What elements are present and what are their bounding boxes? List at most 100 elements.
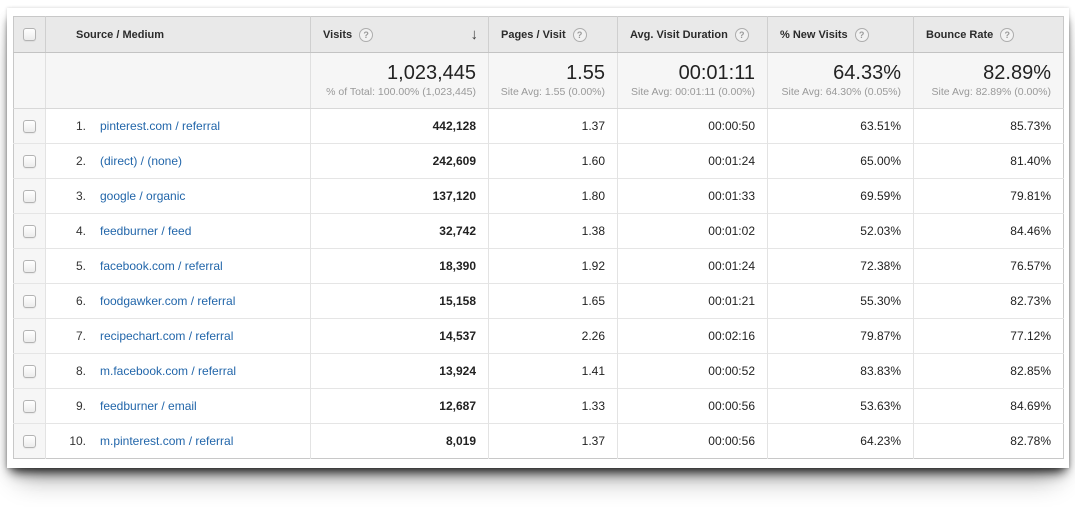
row-rank: 10.: [69, 434, 86, 448]
pages-per-visit-value: 1.33: [488, 388, 618, 424]
column-label: Avg. Visit Duration: [630, 28, 728, 41]
summary-pct-new-visits-subtext: Site Avg: 64.30% (0.05%): [781, 85, 901, 98]
column-header-pct-new-visits[interactable]: % New Visits ?: [767, 16, 914, 53]
header-row: Source / Medium Visits ? ↓ Pages / Visit…: [13, 16, 1064, 53]
bounce-rate-value: 84.46%: [913, 213, 1064, 249]
pages-per-visit-value: 1.80: [488, 178, 618, 214]
pct-new-visits-value: 63.51%: [767, 108, 914, 144]
source-medium-cell: 1. pinterest.com / referral: [45, 108, 311, 144]
source-medium-link[interactable]: m.pinterest.com / referral: [100, 434, 234, 448]
bounce-rate-value: 81.40%: [913, 143, 1064, 179]
source-medium-cell: 2. (direct) / (none): [45, 143, 311, 179]
avg-visit-duration-value: 00:01:24: [617, 143, 768, 179]
column-header-bounce-rate[interactable]: Bounce Rate ?: [913, 16, 1064, 53]
source-medium-link[interactable]: m.facebook.com / referral: [100, 364, 237, 378]
column-label: Bounce Rate: [926, 28, 994, 41]
table-row: 9. feedburner / email 12,687 1.33 00:00:5…: [13, 388, 1064, 424]
visits-value: 14,537: [310, 318, 489, 354]
summary-bounce-rate: 82.89% Site Avg: 82.89% (0.00%): [913, 52, 1064, 109]
bounce-rate-value: 82.85%: [913, 353, 1064, 389]
summary-row: 1,023,445 % of Total: 100.00% (1,023,445…: [13, 52, 1064, 109]
source-medium-cell: 5. facebook.com / referral: [45, 248, 311, 284]
column-header-source-medium[interactable]: Source / Medium: [45, 16, 311, 53]
select-all-checkbox[interactable]: [23, 28, 36, 41]
visits-value: 18,390: [310, 248, 489, 284]
source-medium-link[interactable]: foodgawker.com / referral: [100, 294, 236, 308]
source-medium-cell: 9. feedburner / email: [45, 388, 311, 424]
bounce-rate-value: 84.69%: [913, 388, 1064, 424]
summary-visits-subtext: % of Total: 100.00% (1,023,445): [326, 85, 476, 98]
summary-source-cell: [45, 52, 311, 109]
avg-visit-duration-value: 00:01:02: [617, 213, 768, 249]
column-label: Source / Medium: [76, 28, 165, 41]
sort-desc-icon[interactable]: ↓: [470, 26, 479, 43]
bounce-rate-value: 85.73%: [913, 108, 1064, 144]
avg-visit-duration-value: 00:02:16: [617, 318, 768, 354]
pages-per-visit-value: 1.92: [488, 248, 618, 284]
source-medium-link[interactable]: (direct) / (none): [100, 154, 183, 168]
summary-pages-per-visit-value: 1.55: [566, 61, 605, 84]
pct-new-visits-value: 72.38%: [767, 248, 914, 284]
row-checkbox[interactable]: [23, 190, 36, 204]
summary-avg-visit-duration: 00:01:11 Site Avg: 00:01:11 (0.00%): [617, 52, 768, 109]
table-row: 3. google / organic 137,120 1.80 00:01:33…: [13, 178, 1064, 214]
row-checkbox-cell: [13, 423, 46, 459]
source-medium-link[interactable]: google / organic: [100, 189, 186, 203]
table-row: 10. m.pinterest.com / referral 8,019 1.37…: [13, 423, 1064, 459]
table-row: 2. (direct) / (none) 242,609 1.60 00:01:2…: [13, 143, 1064, 179]
column-label: % New Visits: [780, 28, 848, 41]
row-checkbox[interactable]: [23, 260, 36, 274]
row-checkbox-cell: [13, 248, 46, 284]
row-checkbox-cell: [13, 178, 46, 214]
row-checkbox[interactable]: [23, 365, 36, 379]
pct-new-visits-value: 52.03%: [767, 213, 914, 249]
pct-new-visits-value: 83.83%: [767, 353, 914, 389]
source-medium-link[interactable]: facebook.com / referral: [100, 259, 223, 273]
visits-value: 12,687: [310, 388, 489, 424]
row-checkbox[interactable]: [23, 330, 36, 344]
avg-visit-duration-value: 00:01:33: [617, 178, 768, 214]
row-rank: 2.: [75, 154, 86, 168]
pages-per-visit-value: 1.41: [488, 353, 618, 389]
column-header-avg-visit-duration[interactable]: Avg. Visit Duration ?: [617, 16, 768, 53]
pages-per-visit-value: 1.60: [488, 143, 618, 179]
row-rank: 6.: [75, 294, 86, 308]
help-icon[interactable]: ?: [572, 27, 587, 42]
row-checkbox[interactable]: [23, 400, 36, 414]
help-icon[interactable]: ?: [1000, 27, 1015, 42]
avg-visit-duration-value: 00:00:52: [617, 353, 768, 389]
row-checkbox[interactable]: [23, 155, 36, 169]
source-medium-cell: 3. google / organic: [45, 178, 311, 214]
row-checkbox[interactable]: [23, 435, 36, 449]
summary-pages-per-visit-subtext: Site Avg: 1.55 (0.00%): [500, 85, 605, 98]
help-icon[interactable]: ?: [854, 27, 869, 42]
column-header-pages-per-visit[interactable]: Pages / Visit ?: [488, 16, 618, 53]
select-all-cell: [13, 16, 46, 53]
pct-new-visits-value: 55.30%: [767, 283, 914, 319]
row-checkbox-cell: [13, 143, 46, 179]
source-medium-cell: 10. m.pinterest.com / referral: [45, 423, 311, 459]
avg-visit-duration-value: 00:00:50: [617, 108, 768, 144]
source-medium-link[interactable]: recipechart.com / referral: [100, 329, 234, 343]
summary-avg-visit-duration-value: 00:01:11: [678, 61, 755, 84]
row-rank: 9.: [75, 399, 86, 413]
bounce-rate-value: 82.78%: [913, 423, 1064, 459]
source-medium-link[interactable]: feedburner / feed: [100, 224, 192, 238]
row-checkbox[interactable]: [23, 295, 36, 309]
source-medium-link[interactable]: pinterest.com / referral: [100, 119, 221, 133]
column-header-visits[interactable]: Visits ? ↓: [310, 16, 489, 53]
bounce-rate-value: 77.12%: [913, 318, 1064, 354]
pct-new-visits-value: 64.23%: [767, 423, 914, 459]
help-icon[interactable]: ?: [734, 27, 749, 42]
help-icon[interactable]: ?: [359, 27, 374, 42]
summary-pct-new-visits-value: 64.33%: [833, 61, 901, 84]
source-medium-link[interactable]: feedburner / email: [100, 399, 197, 413]
summary-visits: 1,023,445 % of Total: 100.00% (1,023,445…: [310, 52, 489, 109]
row-rank: 1.: [75, 119, 86, 133]
row-checkbox[interactable]: [23, 120, 36, 134]
row-checkbox-cell: [13, 213, 46, 249]
avg-visit-duration-value: 00:01:24: [617, 248, 768, 284]
pages-per-visit-value: 1.37: [488, 423, 618, 459]
analytics-table-card: Source / Medium Visits ? ↓ Pages / Visit…: [7, 8, 1069, 468]
row-checkbox[interactable]: [23, 225, 36, 239]
